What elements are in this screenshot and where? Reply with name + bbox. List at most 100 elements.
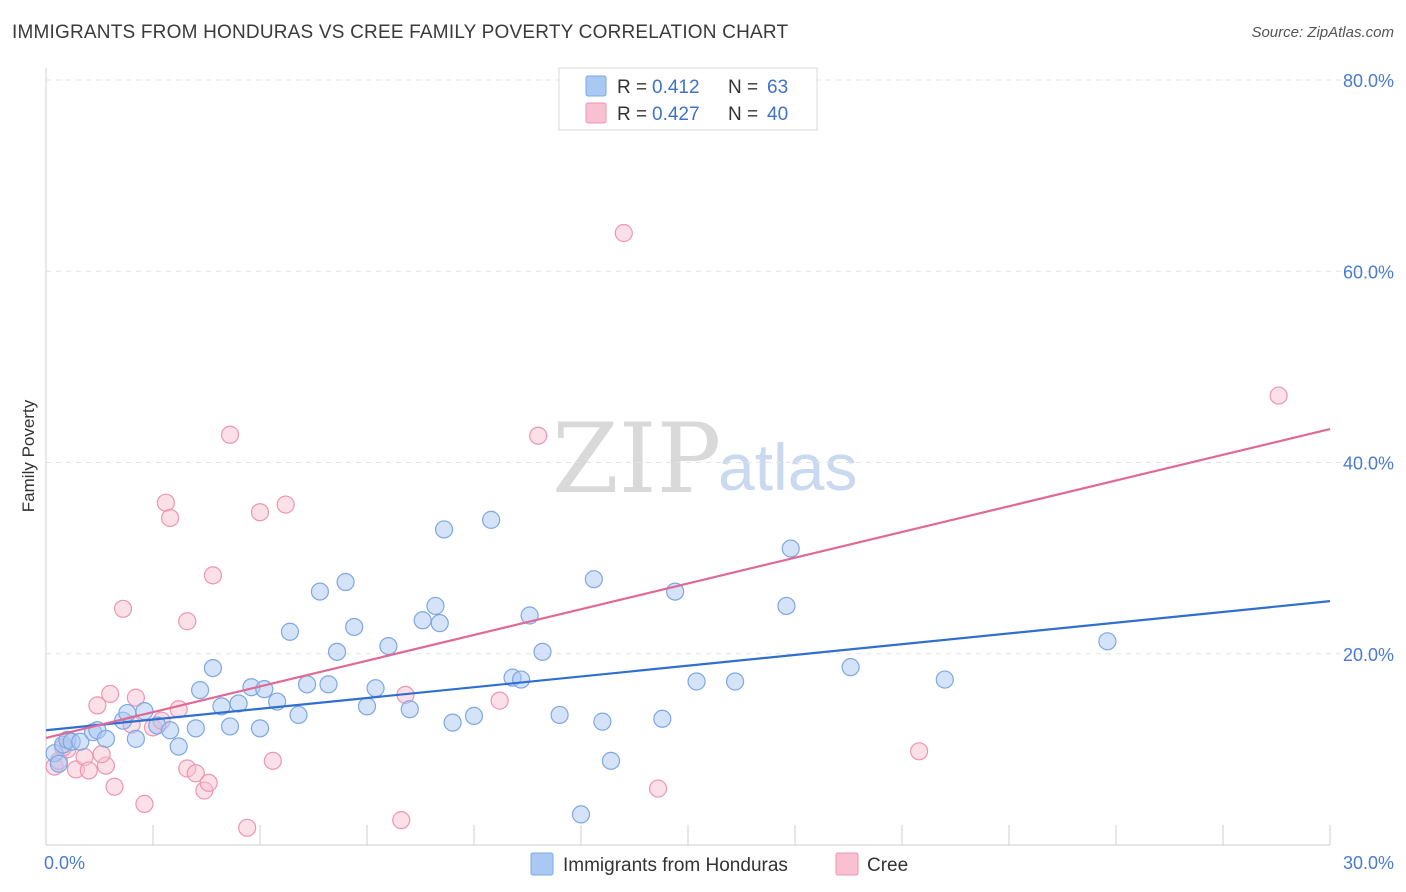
cree-point [490, 691, 509, 710]
y-tick-label-60: 60.0% [1343, 262, 1394, 282]
x-tick-label-max: 30.0% [1343, 853, 1394, 873]
cree-points [45, 223, 1288, 837]
honduras-point [190, 680, 210, 700]
honduras-point [289, 705, 308, 725]
honduras-point [653, 709, 672, 728]
cree-trendline [45, 427, 1331, 739]
honduras-point [584, 570, 603, 589]
gridlines [46, 79, 1394, 655]
cree-point [263, 751, 282, 770]
cree-point [529, 426, 548, 445]
cree-point [1269, 386, 1288, 405]
honduras-point [186, 719, 205, 738]
honduras-point [464, 706, 484, 726]
honduras-point [935, 670, 954, 689]
cree-point [135, 794, 154, 813]
cree-point [92, 745, 111, 764]
cree-point [169, 700, 188, 719]
honduras-point [687, 672, 706, 691]
honduras-point [841, 658, 860, 677]
source-credit: Source: ZipAtlas.com [1251, 24, 1394, 41]
watermark-atlas: atlas [718, 430, 857, 504]
cree-point [238, 818, 257, 837]
legend-n-label-cree: N = [728, 104, 758, 125]
cree-point [105, 777, 124, 796]
cree-point [79, 761, 98, 780]
series-swatch-honduras [530, 852, 554, 876]
legend-r-label-cree: R = [617, 104, 647, 125]
honduras-point [430, 614, 449, 633]
trendlines [45, 427, 1331, 739]
honduras-point [511, 670, 531, 689]
honduras-point [482, 510, 501, 529]
y-axis-label: Family Poverty [19, 399, 38, 512]
legend-swatch-honduras [585, 75, 607, 97]
cree-point [161, 508, 180, 528]
cree-point [186, 764, 205, 783]
series-legend: Immigrants from Honduras Cree [530, 852, 908, 876]
honduras-point [725, 672, 745, 691]
honduras-point [426, 596, 445, 616]
honduras-point [297, 675, 317, 694]
honduras-points [45, 510, 1117, 824]
honduras-point [345, 617, 364, 637]
cree-point [156, 493, 175, 512]
honduras-point [336, 572, 355, 592]
cree-point [101, 684, 120, 704]
y-tick-labels: 20.0% 40.0% 60.0% 80.0% [1343, 71, 1394, 665]
cree-point [910, 742, 929, 761]
honduras-point [550, 705, 569, 725]
honduras-point [777, 596, 796, 616]
watermark-zip: ZIP [552, 403, 721, 515]
cree-point [392, 811, 411, 830]
legend-swatch-cree [585, 102, 607, 124]
honduras-point [310, 582, 330, 601]
legend-n-value-honduras: 63 [767, 77, 788, 98]
honduras-point [443, 713, 462, 732]
honduras-point [96, 729, 116, 748]
honduras-point [434, 520, 454, 539]
honduras-trendline [45, 600, 1331, 732]
cree-point [614, 223, 633, 243]
honduras-point [571, 805, 591, 824]
legend-r-value-honduras: 0.412 [652, 77, 700, 98]
cree-point [250, 503, 270, 522]
honduras-point [601, 751, 621, 770]
honduras-point [71, 732, 90, 751]
cree-point [88, 696, 107, 715]
honduras-point [220, 717, 240, 736]
honduras-point [203, 658, 223, 678]
legend-r-value-cree: 0.427 [652, 104, 700, 125]
y-tick-label-80: 80.0% [1343, 71, 1394, 91]
cree-point [178, 612, 197, 631]
legend-n-label-honduras: N = [728, 77, 758, 98]
honduras-point [280, 622, 300, 641]
honduras-point [400, 700, 419, 719]
series-label-cree: Cree [867, 855, 908, 876]
honduras-point [781, 539, 800, 558]
cree-point [199, 773, 218, 792]
cree-point [648, 779, 668, 798]
honduras-point [169, 737, 188, 756]
cree-point [220, 425, 240, 444]
honduras-point [366, 679, 385, 698]
honduras-point [126, 729, 145, 748]
honduras-point [357, 697, 377, 716]
honduras-point [319, 675, 338, 694]
honduras-point [250, 719, 270, 738]
cree-point [276, 495, 295, 514]
legend-r-label-honduras: R = [617, 77, 647, 98]
honduras-point [327, 642, 347, 661]
honduras-point [49, 754, 68, 773]
honduras-point [413, 611, 432, 630]
chart-title: IMMIGRANTS FROM HONDURAS VS CREE FAMILY … [12, 22, 789, 43]
legend-n-value-cree: 40 [767, 104, 788, 125]
honduras-point [135, 702, 154, 721]
correlation-legend: R = 0.412 N = 63 R = 0.427 N = 40 [558, 67, 818, 131]
y-tick-label-40: 40.0% [1343, 454, 1394, 474]
honduras-point [1098, 632, 1117, 651]
honduras-point [161, 721, 180, 740]
cree-point [113, 599, 133, 618]
series-swatch-cree [835, 852, 859, 876]
